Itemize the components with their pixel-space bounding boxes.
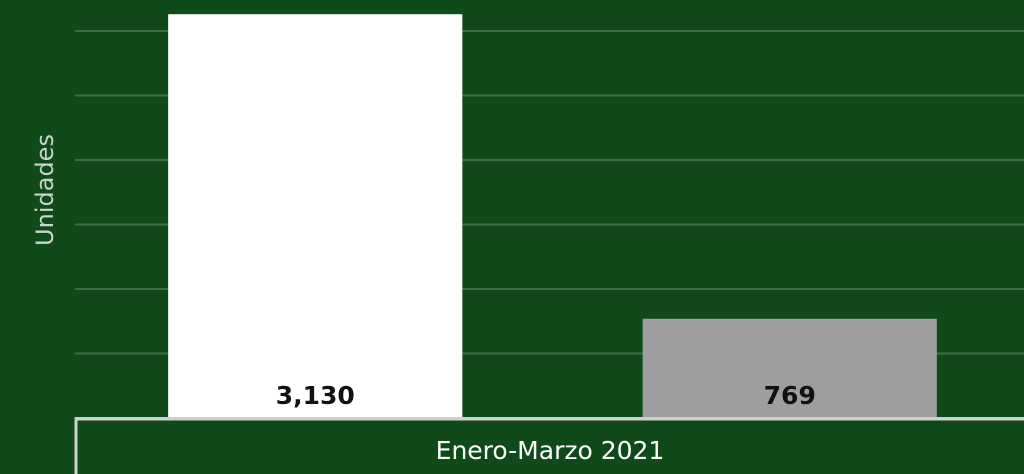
y-axis-label: Unidades [31, 134, 59, 246]
x-axis-label: Enero-Marzo 2021 [436, 436, 665, 465]
bar [168, 14, 463, 419]
bar [642, 318, 937, 418]
value-label: 769 [764, 381, 816, 410]
value-label: 3,130 [276, 381, 355, 410]
